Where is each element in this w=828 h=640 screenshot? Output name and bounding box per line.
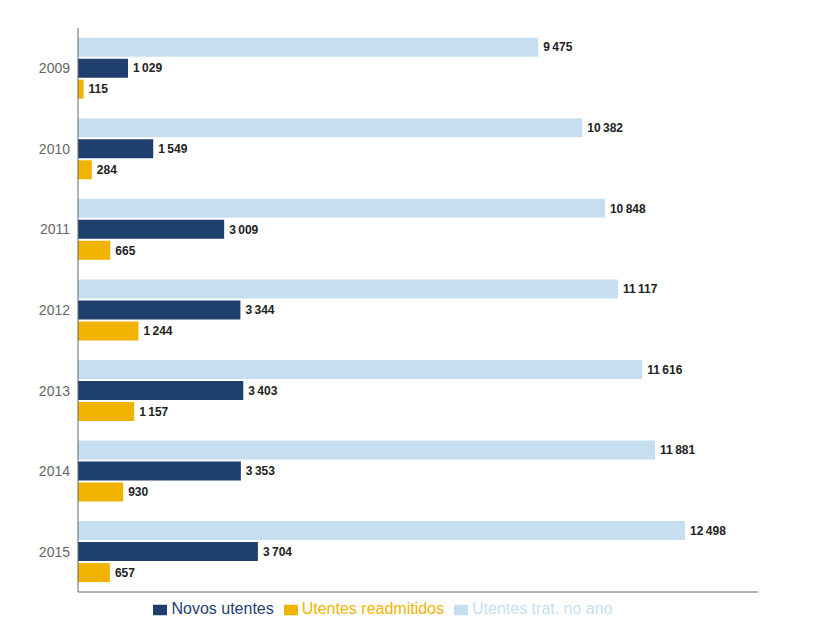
svg-text:930: 930 bbox=[128, 485, 148, 499]
svg-text:3 403: 3 403 bbox=[248, 384, 277, 398]
svg-text:9 475: 9 475 bbox=[543, 40, 572, 54]
svg-text:11 117: 11 117 bbox=[623, 282, 658, 296]
svg-text:2012: 2012 bbox=[39, 302, 70, 318]
html-text:Novos utentes: Novos utentes bbox=[171, 600, 274, 617]
svg-text:10 848: 10 848 bbox=[610, 202, 646, 216]
svg-text:1 029: 1 029 bbox=[133, 61, 162, 75]
svg-text:2014: 2014 bbox=[39, 463, 70, 479]
html-text:Utentes readmitidos: Utentes readmitidos bbox=[301, 600, 444, 617]
svg-text:115: 115 bbox=[89, 82, 109, 96]
html-text:Utentes trat. no ano: Utentes trat. no ano bbox=[472, 600, 613, 617]
svg-text:1 549: 1 549 bbox=[158, 142, 187, 156]
svg-text:3 344: 3 344 bbox=[245, 303, 274, 317]
svg-text:1 157: 1 157 bbox=[139, 405, 168, 419]
svg-text:284: 284 bbox=[97, 163, 117, 177]
svg-text:2009: 2009 bbox=[39, 60, 70, 76]
svg-text:3 009: 3 009 bbox=[229, 223, 258, 237]
svg-text:665: 665 bbox=[115, 244, 135, 258]
svg-text:2011: 2011 bbox=[40, 221, 70, 237]
svg-text:10 382: 10 382 bbox=[587, 121, 623, 135]
svg-text:11 881: 11 881 bbox=[660, 443, 695, 457]
svg-text:12 498: 12 498 bbox=[690, 524, 726, 538]
svg-text:11 616: 11 616 bbox=[647, 363, 682, 377]
svg-text:3 353: 3 353 bbox=[246, 464, 275, 478]
svg-text:1 244: 1 244 bbox=[143, 324, 172, 338]
svg-text:657: 657 bbox=[115, 566, 135, 580]
svg-text:2010: 2010 bbox=[39, 141, 70, 157]
svg-text:2013: 2013 bbox=[39, 383, 70, 399]
svg-text:3 704: 3 704 bbox=[263, 545, 292, 559]
svg-text:2015: 2015 bbox=[39, 544, 70, 560]
